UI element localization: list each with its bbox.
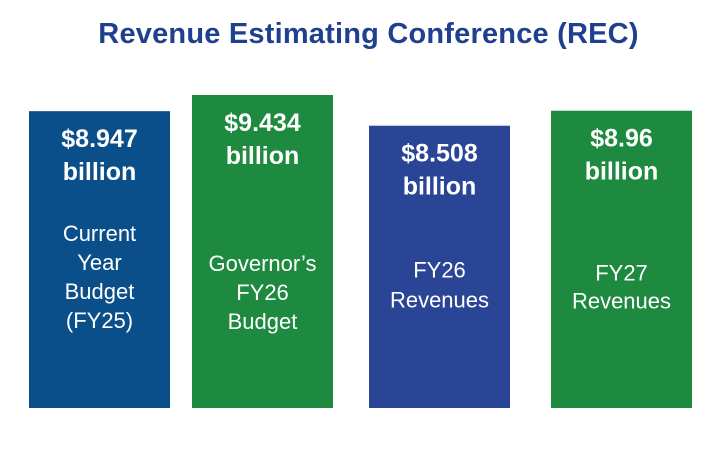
- bar-group: $8.947 billion Current Year Budget (FY25): [29, 111, 170, 408]
- bar-value-label: $8.96: [590, 125, 653, 153]
- bar-category-label: Budget: [228, 309, 298, 334]
- bar-unit-label: billion: [63, 158, 137, 186]
- bar: [551, 110, 692, 408]
- bar-category-label: FY27: [595, 261, 648, 286]
- bar-unit-label: billion: [585, 158, 659, 186]
- bar-category-label: Revenues: [390, 288, 489, 313]
- bar-value-label: $8.947: [61, 125, 137, 153]
- bar: [369, 125, 510, 408]
- bar-category-label: (FY25): [66, 308, 133, 333]
- bar-category-label: Current: [63, 221, 136, 246]
- bar: [192, 95, 333, 408]
- bar-group: $8.96 billion FY27 Revenues: [551, 110, 692, 408]
- bar: [29, 111, 170, 408]
- bar-category-label: Governor’s: [208, 251, 316, 276]
- bar-value-label: $8.508: [401, 140, 478, 168]
- bar-unit-label: billion: [226, 142, 300, 170]
- bar-unit-label: billion: [403, 173, 477, 201]
- bar-category-label: Year: [77, 250, 121, 275]
- bar-group: $9.434 billion Governor’s FY26 Budget: [192, 95, 333, 408]
- bar-category-label: FY26: [236, 280, 289, 305]
- bar-group: $8.508 billion FY26 Revenues: [369, 125, 510, 408]
- bar-category-label: FY26: [413, 258, 466, 283]
- bar-category-label: Revenues: [572, 289, 671, 314]
- bar-category-label: Budget: [65, 279, 135, 304]
- bar-value-label: $9.434: [224, 109, 301, 137]
- chart-title: Revenue Estimating Conference (REC): [98, 18, 639, 50]
